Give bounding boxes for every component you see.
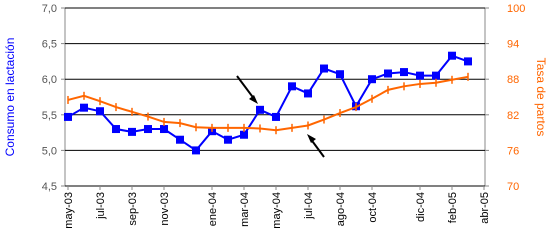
x-tick-label: abr-05 (479, 192, 491, 224)
point (304, 89, 312, 98)
y2-tick-label: 94 (507, 39, 519, 51)
point (176, 135, 184, 144)
y2-tick-label: 76 (507, 145, 519, 157)
series-line (67, 75, 469, 132)
y2-tick-label: 82 (507, 110, 519, 122)
x-tick-label: jul-03 (95, 192, 107, 220)
point (224, 135, 232, 144)
x-tick-label: mar-04 (239, 192, 251, 227)
annotation-arrowhead (249, 95, 258, 104)
point (192, 146, 200, 155)
y-tick-label: 5,5 (42, 110, 57, 122)
y2-tick-label: 70 (507, 181, 519, 193)
x-tick-label: ago-04 (335, 192, 347, 226)
y-tick-label: 4,5 (42, 181, 57, 193)
x-tick-label: ene-04 (207, 192, 219, 226)
point (112, 125, 120, 134)
x-tick-label: sep-03 (127, 192, 139, 226)
point (400, 68, 408, 77)
y2-axis-title: Tasa de partos (534, 58, 548, 137)
plot-area (64, 7, 486, 187)
x-tick-label: feb-05 (447, 192, 459, 223)
y2-tick-label: 88 (507, 74, 519, 86)
point (416, 71, 424, 80)
point (464, 57, 472, 66)
point (368, 75, 376, 84)
y-tick-label: 6,5 (42, 39, 57, 51)
point (288, 82, 296, 91)
y2-tick-label: 100 (507, 3, 525, 15)
point (160, 125, 168, 134)
x-tick-label: may-03 (63, 192, 75, 229)
annotation-arrow (236, 75, 256, 101)
point (432, 71, 440, 80)
annotation-arrowhead (307, 134, 316, 143)
point (144, 125, 152, 134)
x-tick-label: jul-04 (303, 192, 315, 220)
point (96, 107, 104, 116)
point (384, 69, 392, 78)
point (336, 70, 344, 79)
y-tick-label: 7,0 (42, 3, 57, 15)
point (448, 51, 456, 60)
point (272, 112, 280, 121)
x-tick-label: nov-03 (159, 192, 171, 226)
point (240, 130, 248, 139)
y-tick-label: 5,0 (42, 145, 57, 157)
y-tick-label: 6,0 (42, 74, 57, 86)
y-axis-title: Consumo en lactación (3, 38, 17, 157)
point (128, 127, 136, 136)
point (64, 112, 72, 121)
x-tick-label: oct-04 (367, 192, 379, 223)
point (256, 105, 264, 114)
point (80, 103, 88, 112)
x-tick-label: may-04 (271, 192, 283, 229)
x-tick-label: dic-04 (415, 192, 427, 222)
point (320, 64, 328, 73)
